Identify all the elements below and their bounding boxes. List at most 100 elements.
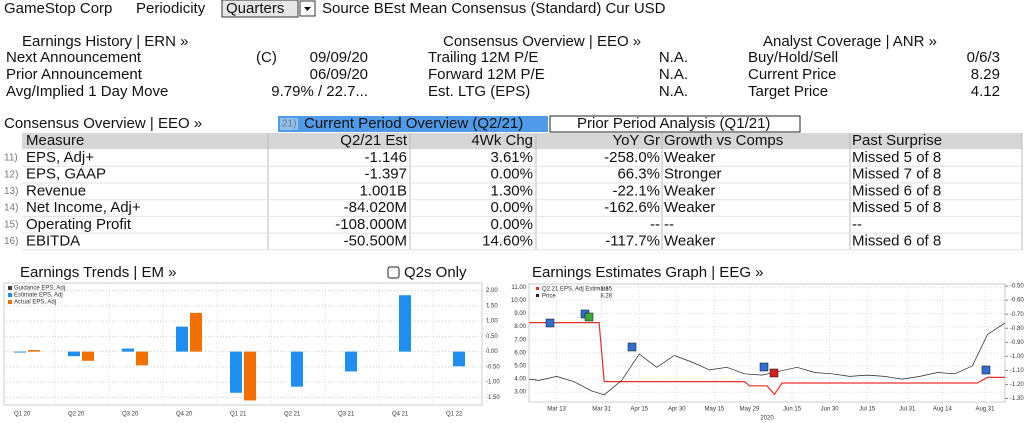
event-marker [584,312,594,322]
legend-swatch [536,287,539,290]
info-value: 0/6/3 [967,49,1000,66]
legend-label: Q2 21 EPS, Adj Estimate [542,287,609,293]
legend-label: Guidance EPS, Adj [14,286,65,292]
table-cell: -- [852,216,862,233]
periodicity-box[interactable] [221,0,299,18]
toggle-label: Q2s Only [404,264,467,281]
x-tick-label: Q2 21 [284,412,301,418]
checkbox[interactable] [387,266,400,279]
table-cell: Net Income, Adj+ [26,199,141,216]
info-label: Trailing 12M P/E [428,49,538,66]
info-value: 06/09/20 [310,66,368,83]
y-tick-label: 5.00 [514,364,526,370]
x-tick-label: May 29 [740,407,760,413]
info-label: Next Announcement [6,49,142,66]
info-value: 8.29 [971,66,1000,83]
dropdown-arrow [304,7,311,11]
tab-active[interactable] [278,116,548,132]
chart-title: Earnings Trends | EM » [20,264,176,281]
y2-tick-label: -1.00 [1010,354,1024,360]
section-title: Consensus Overview | EEO » [443,33,641,50]
legend-label: Estimate EPS, Adj [14,293,63,299]
legend-value: -1.15 [598,287,612,293]
legend-label: Price [542,294,556,300]
y-tick-label: 3.00 [514,390,526,396]
section-title: Earnings History | ERN » [22,33,188,50]
info-value: 9.79% / 22.7... [271,83,368,100]
company: GameStop Corp [4,0,112,17]
column-header: Past Surprise [852,132,942,149]
legend-label: Actual EPS, Adj [14,300,56,306]
x-tick-label: Q1 22 [446,412,463,418]
bar [190,312,202,352]
bar [291,351,303,387]
y2-tick-label: -0.70 [1010,312,1024,318]
info-label: Forward 12M P/E [428,66,545,83]
tab: Prior Period Analysis (Q1/21) [577,115,770,132]
table-cell: 14.60% [482,232,533,249]
table-cell: -258.0% [604,149,660,166]
event-marker [981,365,991,375]
column-header: 4Wk Chg [471,132,533,149]
y-tick-label: 2.00 [486,288,498,294]
row-number: 12) [4,169,18,180]
row-number: 16) [4,236,18,247]
info-value: 4.12 [971,83,1000,100]
x-tick-label: Mar 13 [547,407,566,413]
y-tick-label: 7.00 [514,337,526,343]
info-value: 09/09/20 [310,49,368,66]
y2-tick-label: -1.30 [1010,396,1024,402]
y2-tick-label: -1.10 [1010,368,1024,374]
event-marker [545,318,555,328]
x-tick-label: Apr 15 [630,407,648,413]
table-cell: -1.146 [364,149,407,166]
x-tick-label: Apr 30 [668,407,686,413]
tab-inactive[interactable] [549,115,801,133]
table-cell: Missed 6 of 8 [852,232,941,249]
legend-value: 8.28 [600,294,612,300]
x-tick-label: Jul 31 [899,407,916,413]
x-tick-label: Jun 30 [821,407,840,413]
info-value: N.A. [659,49,688,66]
table-cell: Missed 5 of 8 [852,199,941,216]
periodicity-label: Periodicity [136,0,206,17]
legend-swatch [8,286,12,290]
table-cell: EBITDA [26,232,80,249]
table-cell: Weaker [664,149,715,166]
y-tick-label: 9.00 [514,311,526,317]
table-cell: 0.00% [490,216,533,233]
flag: (C) [256,49,277,66]
table-cell: 1.30% [490,182,533,199]
table-cell: -162.6% [604,199,660,216]
tab-number-box [280,118,298,130]
table-cell: Missed 6 of 8 [852,182,941,199]
bar [345,351,357,372]
plot-area [528,283,1006,403]
info-label: Current Price [748,66,836,83]
x-tick-label: Q1 21 [230,412,247,418]
chart-title: Earnings Estimates Graph | EEG » [532,264,764,281]
y-tick-label: -1.00 [486,380,500,386]
y2-tick-label: -0.60 [1010,298,1024,304]
info-label: Target Price [748,83,828,100]
x-tick-label: Q3 20 [122,412,139,418]
table-cell: EPS, GAAP [26,166,106,183]
x-tick-label: Q3 21 [338,412,355,418]
y-tick-label: -0.50 [486,364,500,370]
table-cell: Missed 7 of 8 [852,166,941,183]
table-cell: 66.3% [617,166,660,183]
x-tick-label: Q2 20 [68,412,85,418]
info-label: Est. LTG (EPS) [428,83,530,100]
table-cell: 0.00% [490,166,533,183]
bar [230,351,242,393]
info-label: Prior Announcement [6,66,143,83]
table-header-bg [22,133,1022,149]
legend-swatch [8,300,12,304]
row-number: 14) [4,203,18,214]
bar [68,351,80,357]
line [529,322,1005,396]
y2-tick-label: -0.90 [1010,340,1024,346]
y-tick-label: 0.00 [486,349,498,355]
source: Source BEst Mean Consensus (Standard) Cu… [322,0,666,17]
